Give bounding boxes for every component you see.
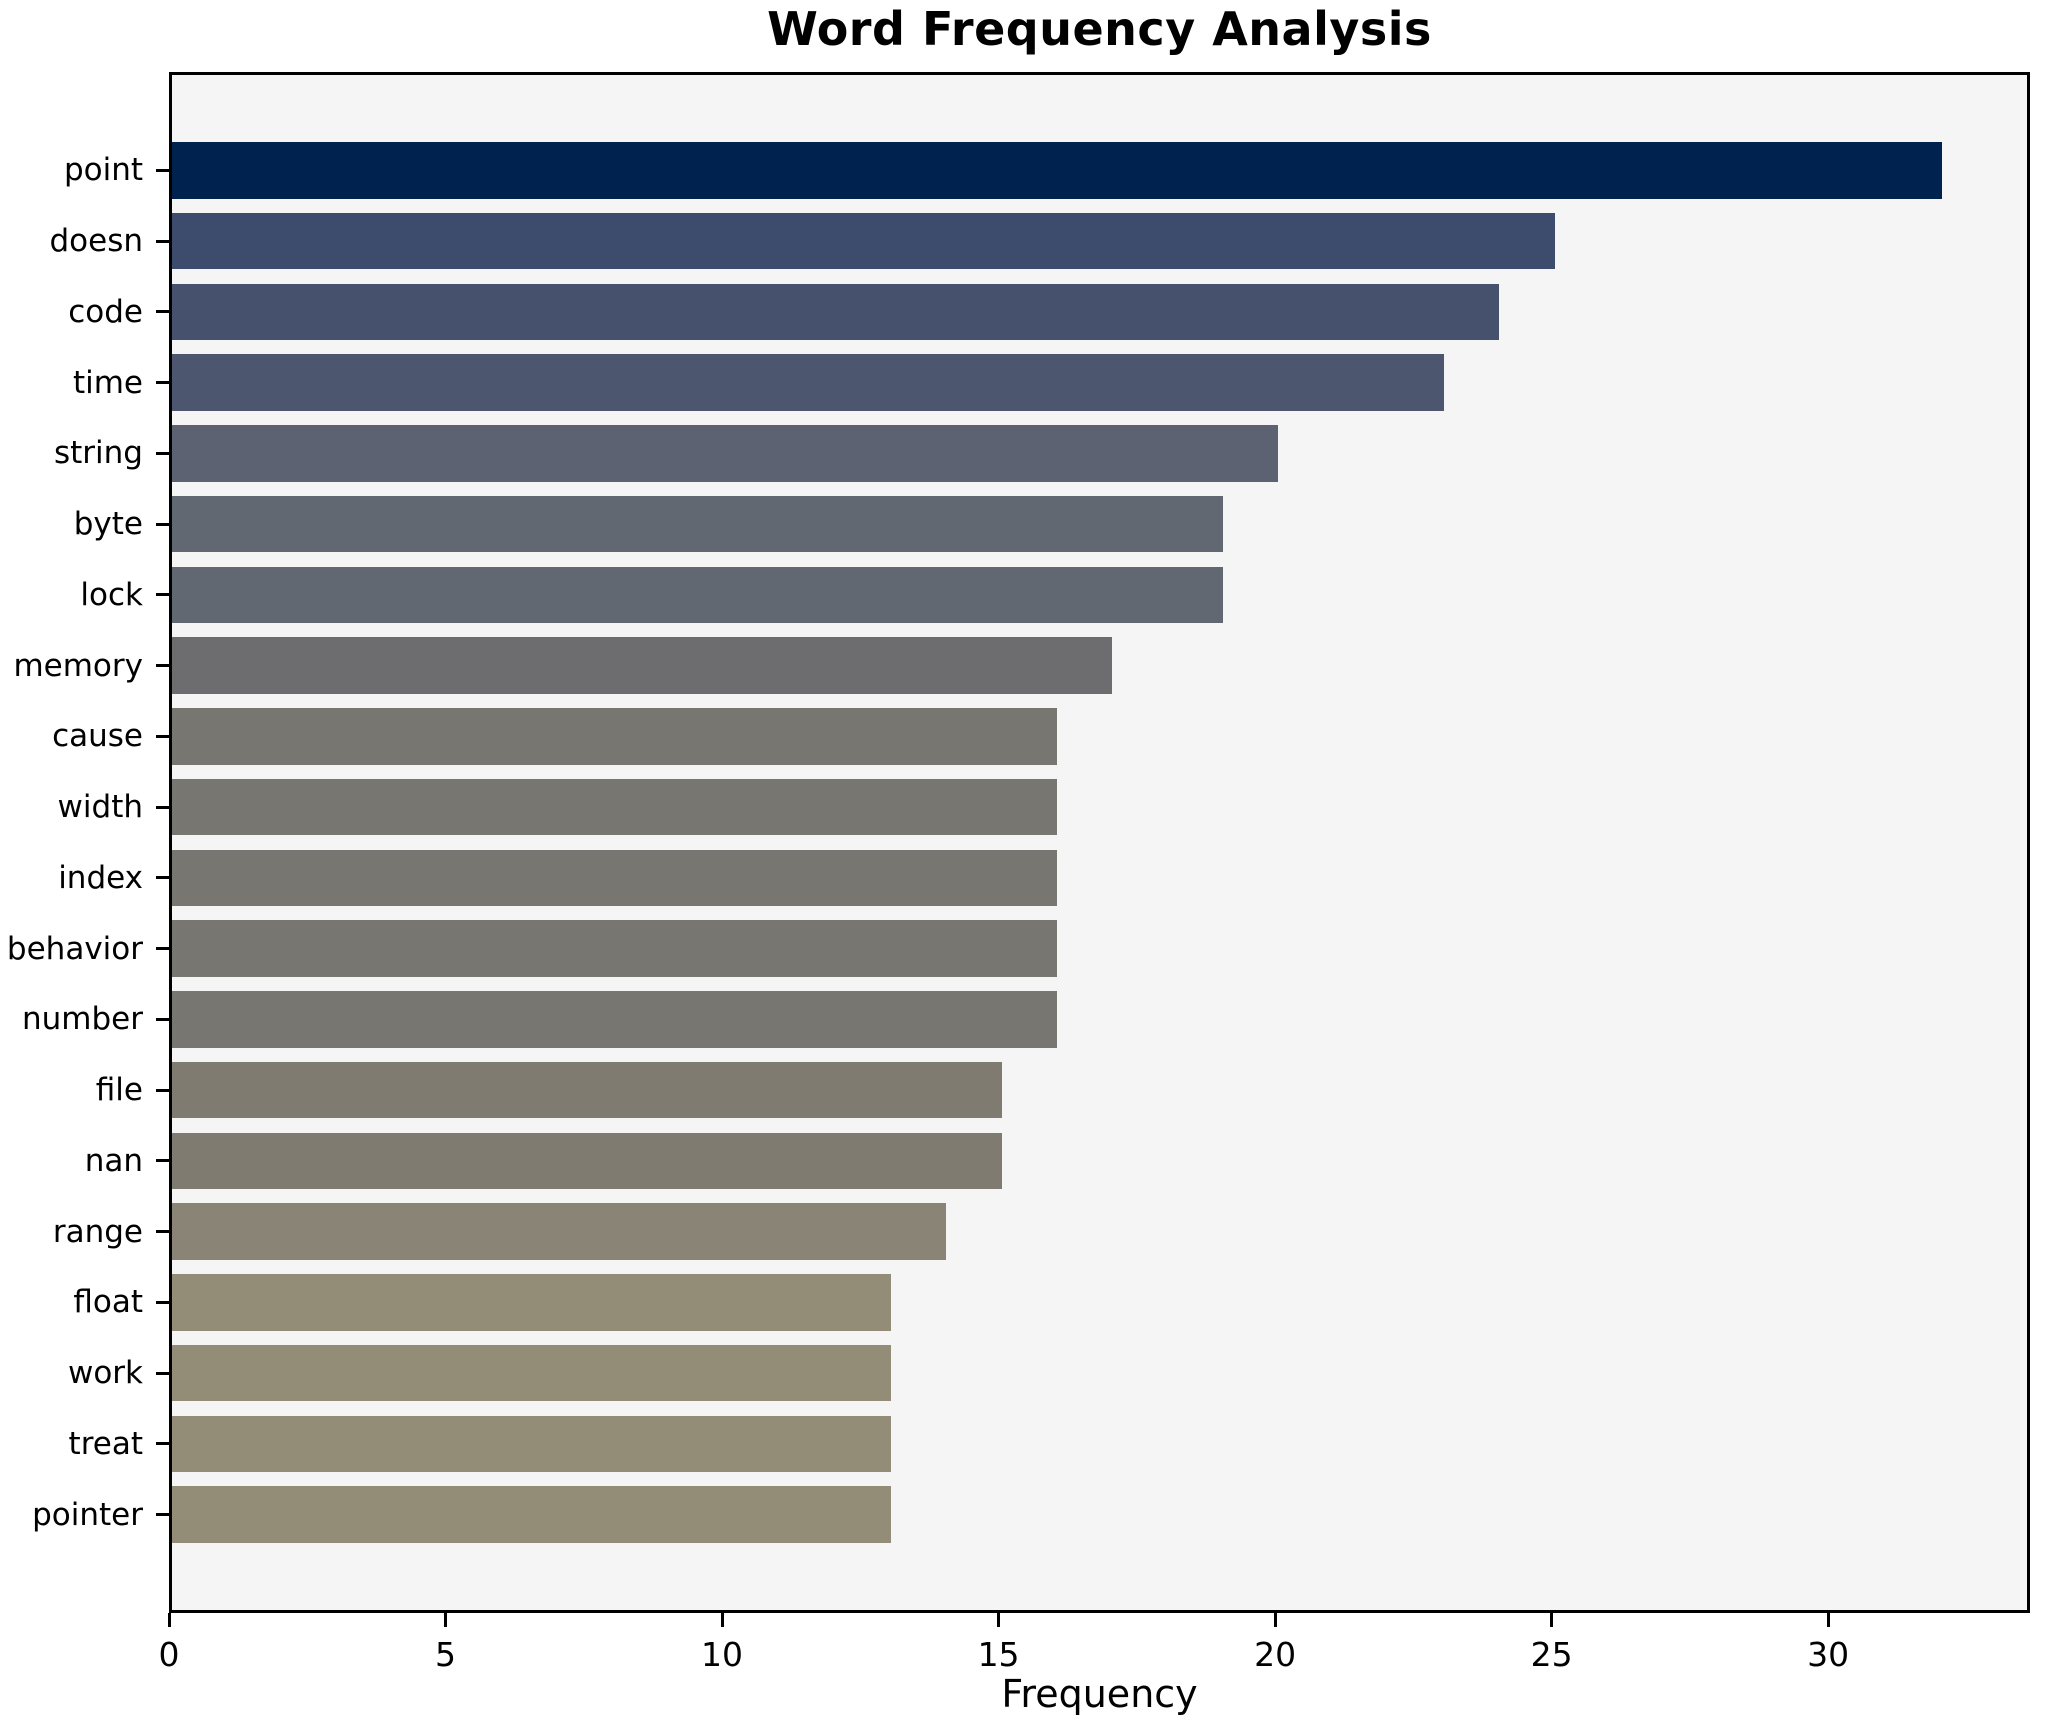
y-tick-mark [156,522,169,526]
x-tick-label-20: 20 [1254,1635,1297,1674]
bar-code [172,283,1500,341]
y-tick-mark [156,1513,169,1517]
x-tick-label-10: 10 [701,1635,744,1674]
x-tick-label-25: 25 [1530,1635,1573,1674]
bar-nan [172,1132,1002,1190]
bar-range [172,1203,947,1260]
y-tick-label-time: time [72,364,143,401]
bar-point [172,142,1942,199]
y-tick-label-string: string [54,435,143,472]
x-tick-label-15: 15 [977,1635,1020,1674]
bar-string [172,425,1279,482]
x-tick-label-5: 5 [435,1635,457,1674]
x-tick-mark [167,1613,171,1627]
x-tick-mark [444,1613,448,1627]
bar-file [172,1061,1002,1119]
y-tick-label-nan: nan [84,1142,143,1179]
y-tick-label-width: width [57,789,143,826]
y-tick-label-float: float [73,1284,143,1321]
bar-treat [172,1415,891,1473]
y-tick-label-file: file [95,1072,143,1109]
y-tick-label-code: code [68,293,143,330]
bar-work [172,1344,891,1402]
y-tick-label-pointer: pointer [32,1496,143,1533]
y-tick-mark [156,310,169,314]
y-tick-mark [156,1159,169,1163]
y-tick-mark [156,805,169,809]
y-tick-mark [156,1300,169,1304]
y-tick-label-doesn: doesn [49,223,143,260]
bar-memory [172,637,1113,694]
y-tick-label-index: index [58,859,143,896]
bar-number [172,991,1057,1048]
x-tick-label-30: 30 [1807,1635,1850,1674]
y-tick-label-point: point [63,152,143,189]
y-tick-label-memory: memory [13,647,143,684]
y-tick-label-behavior: behavior [6,930,143,967]
y-tick-label-number: number [22,1001,143,1038]
y-tick-mark [156,239,169,243]
y-tick-mark [156,1230,169,1234]
y-tick-mark [156,451,169,455]
bar-pointer [172,1486,891,1543]
x-tick-mark [1273,1613,1277,1627]
bar-doesn [172,212,1555,270]
bar-float [172,1274,891,1331]
bar-byte [172,495,1223,553]
x-tick-mark [720,1613,724,1627]
y-tick-mark [156,947,169,951]
y-tick-mark [156,381,169,385]
y-tick-mark [156,876,169,880]
y-tick-mark [156,168,169,172]
bar-index [172,849,1057,907]
y-tick-label-lock: lock [80,576,143,613]
bar-lock [172,566,1223,624]
y-tick-mark [156,734,169,738]
y-tick-mark [156,593,169,597]
y-tick-label-range: range [52,1213,143,1250]
y-tick-label-byte: byte [73,506,143,543]
y-tick-label-cause: cause [52,718,143,755]
x-tick-label-0: 0 [158,1635,180,1674]
y-tick-mark [156,1371,169,1375]
bar-time [172,354,1444,411]
bar-width [172,778,1057,836]
y-tick-label-work: work [67,1355,143,1392]
bar-cause [172,708,1057,765]
chart-title: Word Frequency Analysis [767,2,1432,56]
bar-behavior [172,920,1057,977]
y-tick-mark [156,664,169,668]
y-tick-mark [156,1017,169,1021]
y-tick-mark [156,1442,169,1446]
x-tick-mark [1550,1613,1554,1627]
x-axis-label: Frequency [1001,1672,1198,1716]
x-tick-mark [997,1613,1001,1627]
x-tick-mark [1826,1613,1830,1627]
plot-area [169,72,2030,1613]
y-tick-label-treat: treat [68,1425,143,1462]
y-tick-mark [156,1088,169,1092]
